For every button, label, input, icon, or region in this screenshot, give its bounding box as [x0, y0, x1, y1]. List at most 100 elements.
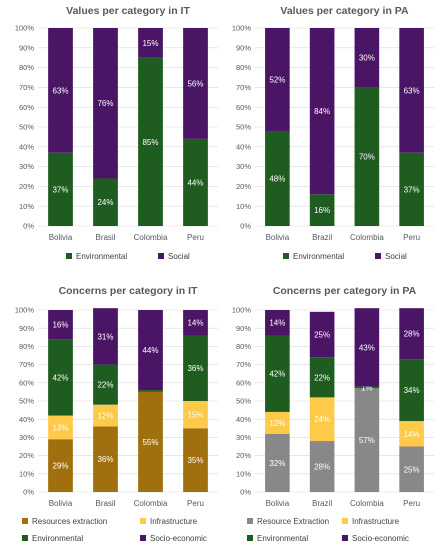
chart-1-bar-2-1: [48, 28, 73, 153]
chart-4-data-label: 25%: [314, 331, 330, 340]
chart-4-category-label: Bolivia: [266, 499, 290, 508]
chart-3-data-label: 55%: [142, 438, 158, 447]
chart-4-bar-1-1: [265, 433, 290, 492]
chart-3-data-label: 36%: [187, 364, 203, 373]
chart-3-y-tick-label: 100%: [15, 306, 35, 315]
chart-1-data-label: 44%: [187, 178, 203, 187]
chart-2-y-tick-label: 70%: [236, 83, 251, 92]
chart-2-data-label: 63%: [404, 86, 420, 95]
chart-1-data-label: 37%: [52, 185, 68, 194]
chart-2-y-tick-label: 40%: [236, 142, 251, 151]
chart-2-y-tick-label: 90%: [236, 43, 251, 52]
chart-1-category-label: Brasil: [95, 233, 115, 242]
chart-3-bar-4-1: [48, 310, 73, 340]
chart-2-category-label: Peru: [403, 233, 420, 242]
chart-2-bar-1-1: [265, 130, 290, 226]
chart-4-bar-1-3: [354, 388, 380, 492]
chart-1-y-tick-label: 10%: [19, 202, 34, 211]
chart-4-legend-swatch: [342, 535, 348, 541]
chart-3-y-tick-label: 70%: [19, 360, 34, 369]
chart-3-data-label: 12%: [97, 412, 113, 421]
chart-3-data-label: 35%: [187, 456, 203, 465]
chart-3-data-label: 36%: [97, 455, 113, 464]
chart-3-y-tick-label: 30%: [19, 433, 34, 442]
chart-1-bar-2-3: [138, 28, 163, 58]
chart-3-legend-label: Environmental: [32, 534, 83, 543]
chart-2-y-tick-label: 30%: [236, 162, 251, 171]
chart-3-y-tick-label: 20%: [19, 451, 34, 460]
chart-2-data-label: 16%: [314, 206, 330, 215]
chart-2-legend-swatch: [375, 253, 381, 259]
chart-3-legend-label: Resources extraction: [32, 517, 107, 526]
chart-3-bar-3-1: [48, 339, 73, 416]
chart-1-y-tick-label: 50%: [19, 123, 34, 132]
chart-1-bar-2-4: [183, 28, 208, 139]
chart-4-legend-swatch: [342, 518, 348, 524]
chart-1-y-tick-label: 30%: [19, 162, 34, 171]
chart-4-data-label: 14%: [269, 319, 285, 328]
chart-4-category-label: Brazil: [312, 499, 332, 508]
chart-4-data-label: 28%: [314, 463, 330, 472]
chart-3-y-tick-label: 50%: [19, 397, 34, 406]
chart-2-data-label: 52%: [269, 75, 285, 84]
chart-4-legend-label: Resource Extraction: [257, 517, 329, 526]
chart-4-category-label: Peru: [403, 499, 420, 508]
chart-3-bar-4-2: [93, 308, 118, 365]
chart-3-data-label: 15%: [187, 411, 203, 420]
chart-3-y-tick-label: 0%: [23, 488, 34, 497]
chart-2-bar-2-2: [309, 28, 335, 195]
chart-3-bar-1-2: [93, 426, 118, 492]
chart-2-title: Values per category in PA: [280, 5, 409, 17]
chart-4-y-tick-label: 80%: [236, 342, 251, 351]
chart-2-bar-2-3: [354, 28, 380, 88]
chart-4-legend-label: Socio-economic: [352, 534, 409, 543]
chart-3-data-label: 14%: [187, 319, 203, 328]
chart-4-y-tick-label: 40%: [236, 415, 251, 424]
chart-4-data-label: 12%: [269, 419, 285, 428]
chart-1-bar-2-2: [93, 28, 118, 179]
chart-2-bar-1-2: [309, 194, 335, 226]
chart-4-y-tick-label: 50%: [236, 397, 251, 406]
chart-2-bar-1-3: [354, 87, 380, 227]
chart-2-y-tick-label: 60%: [236, 103, 251, 112]
chart-4-data-label: 28%: [404, 330, 420, 339]
chart-2-data-label: 37%: [404, 185, 420, 194]
chart-3-y-tick-label: 10%: [19, 469, 34, 478]
chart-1-y-tick-label: 0%: [23, 222, 34, 231]
chart-3-legend-label: Infrastructure: [150, 517, 198, 526]
chart-4-bar-1-4: [399, 446, 424, 492]
chart-2-data-label: 70%: [359, 153, 375, 162]
chart-3-bar-1-4: [183, 428, 208, 492]
chart-1-data-label: 85%: [142, 138, 158, 147]
chart-4-data-label: 57%: [359, 436, 375, 445]
chart-4-y-tick-label: 20%: [236, 451, 251, 460]
chart-4-y-tick-label: 30%: [236, 433, 251, 442]
chart-3-category-label: Bolivia: [49, 499, 73, 508]
chart-2-legend-label: Social: [385, 252, 407, 261]
chart-1-y-tick-label: 80%: [19, 63, 34, 72]
chart-3-bar-3-3: [138, 390, 163, 392]
chart-1-legend-label: Social: [168, 252, 190, 261]
chart-2-category-label: Brazil: [312, 233, 332, 242]
chart-3-y-tick-label: 40%: [19, 415, 34, 424]
chart-4-data-label: 24%: [314, 415, 330, 424]
chart-2-data-label: 48%: [269, 174, 285, 183]
chart-4-bar-4-4: [399, 308, 424, 360]
chart-4-legend-swatch: [247, 535, 253, 541]
chart-2-bar-1-4: [399, 152, 424, 226]
chart-4-data-label: 1%: [361, 383, 373, 392]
chart-4-y-tick-label: 10%: [236, 469, 251, 478]
chart-4-y-tick-label: 0%: [240, 488, 251, 497]
chart-2-y-tick-label: 10%: [236, 202, 251, 211]
chart-3-legend-swatch: [22, 518, 28, 524]
chart-4-y-tick-label: 100%: [232, 306, 252, 315]
chart-3-bar-1-1: [48, 439, 73, 492]
chart-4-category-label: Colombia: [350, 499, 384, 508]
chart-3-data-label: 29%: [52, 462, 68, 471]
chart-3-bar-3-2: [93, 364, 118, 405]
chart-3-y-tick-label: 90%: [19, 324, 34, 333]
chart-1-category-label: Peru: [187, 233, 204, 242]
chart-1-data-label: 24%: [97, 198, 113, 207]
chart-3-bar-1-3: [138, 391, 163, 492]
